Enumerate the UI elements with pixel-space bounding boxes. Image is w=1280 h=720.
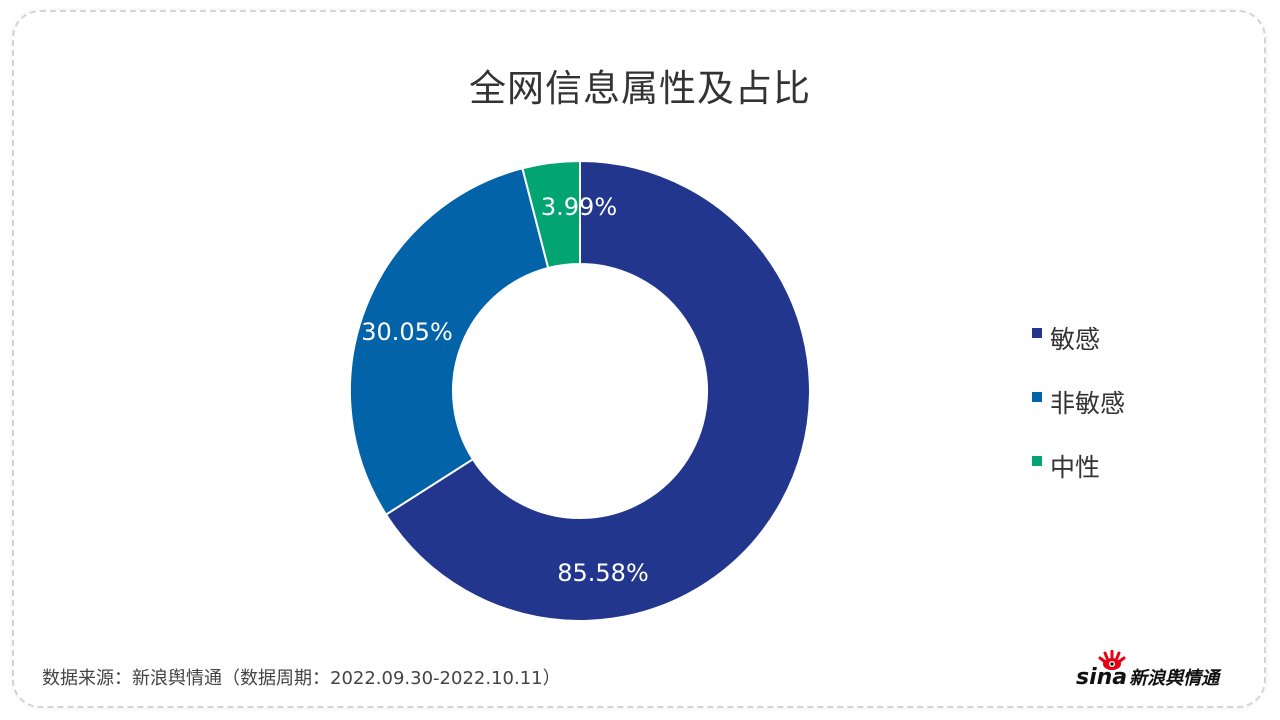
legend-swatch-icon (1032, 392, 1042, 402)
chart-frame (12, 10, 1266, 708)
legend: 敏感 非敏感 中性 (1032, 306, 1125, 498)
legend-label: 敏感 (1050, 325, 1101, 354)
legend-item-non-sensitive[interactable]: 非敏感 (1032, 370, 1125, 434)
legend-swatch-icon (1032, 328, 1042, 338)
data-source-note: 数据来源：新浪舆情通（数据周期：2022.09.30-2022.10.11） (42, 668, 561, 689)
slice-label-neutral: 3.99% (541, 193, 617, 221)
slice-neutral[interactable] (521, 159, 581, 270)
legend-label: 中性 (1050, 453, 1101, 482)
legend-label: 非敏感 (1050, 389, 1126, 418)
legend-item-sensitive[interactable]: 敏感 (1032, 306, 1125, 370)
logo-brand: sina (1076, 665, 1128, 690)
sina-eye-icon (1098, 650, 1126, 670)
legend-swatch-icon (1032, 456, 1042, 466)
slice-sensitive[interactable] (384, 159, 811, 622)
logo-text: sina 新浪舆情通 (1076, 664, 1219, 690)
legend-item-neutral[interactable]: 中性 (1032, 434, 1125, 498)
logo-product: 新浪舆情通 (1129, 668, 1220, 689)
slice-label-sensitive: 85.58% (557, 559, 649, 587)
chart-title: 全网信息属性及占比 (469, 67, 811, 110)
slice-label-non-sensitive: 30.05% (361, 318, 453, 346)
slice-non-sensitive[interactable] (349, 167, 550, 516)
sina-logo: sina 新浪舆情通 (1076, 650, 1241, 690)
